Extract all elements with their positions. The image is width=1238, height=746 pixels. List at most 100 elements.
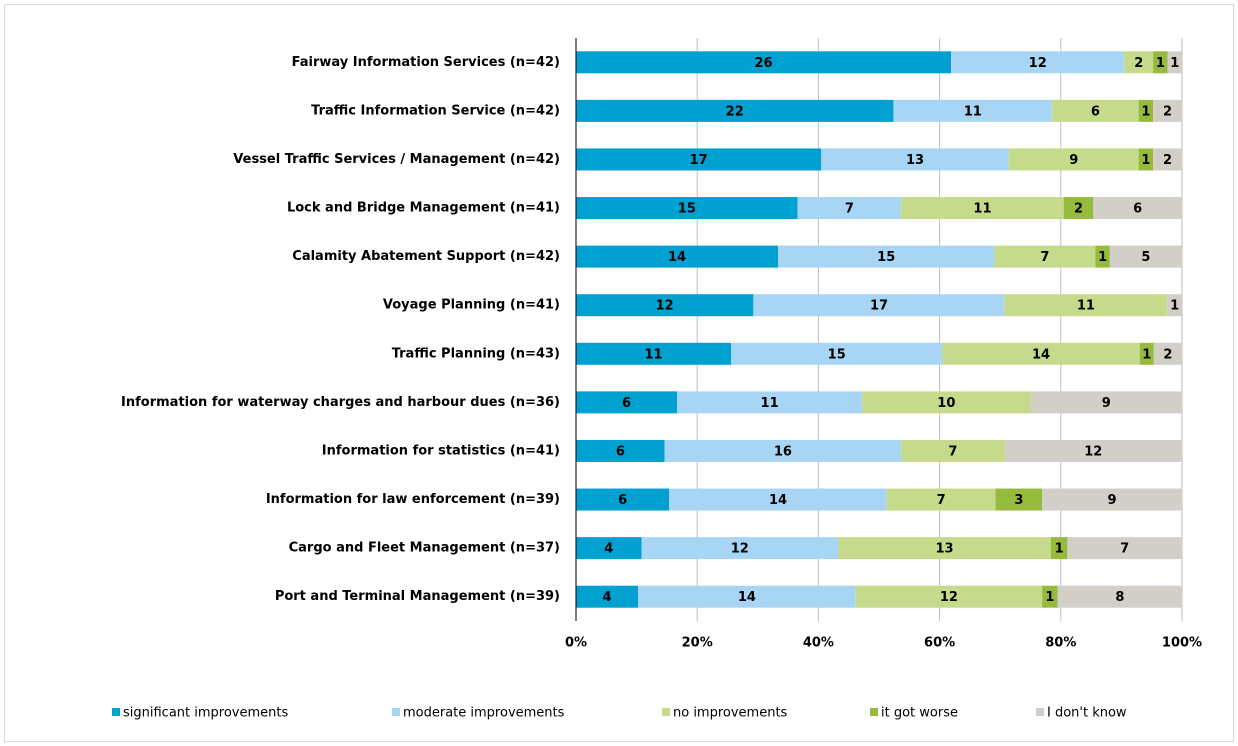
bar-segment	[1008, 148, 1139, 171]
data-label: 11	[973, 202, 991, 217]
y-tick-label: Calamity Abatement Support (n=42)	[292, 249, 560, 264]
data-label: 8	[1115, 590, 1124, 605]
bar-segment	[1153, 342, 1182, 365]
y-tick-label: Information for statistics (n=41)	[322, 443, 560, 458]
data-label: 17	[690, 153, 708, 168]
bar-segment	[576, 99, 894, 122]
data-label: 1	[1045, 590, 1054, 605]
y-tick-label: Lock and Bridge Management (n=41)	[287, 201, 560, 216]
bar-segment	[778, 245, 995, 268]
data-label: 11	[761, 396, 779, 411]
y-tick-label: Information for law enforcement (n=39)	[266, 492, 560, 507]
data-label: 1	[1156, 56, 1165, 71]
data-label: 12	[656, 299, 674, 314]
bar-segment	[1030, 391, 1182, 414]
data-label: 11	[964, 104, 982, 119]
data-label: 11	[1077, 299, 1095, 314]
y-tick-label: Port and Terminal Management (n=39)	[275, 589, 560, 604]
bar-segment	[664, 439, 902, 462]
legend-swatch	[870, 708, 878, 716]
bar-segment	[1138, 148, 1154, 171]
data-label: 15	[877, 250, 895, 265]
data-label: 13	[906, 153, 924, 168]
bar-segment	[669, 488, 887, 511]
data-label: 1	[1142, 347, 1151, 362]
bar-segment	[576, 391, 677, 414]
bar-segment	[576, 245, 778, 268]
data-label: 15	[678, 202, 696, 217]
data-label: 6	[622, 396, 631, 411]
data-label: 3	[1014, 493, 1023, 508]
data-label: 2	[1163, 104, 1172, 119]
data-label: 1	[1170, 299, 1179, 314]
legend-swatch	[112, 708, 120, 716]
bar-segment	[1057, 585, 1182, 608]
bar-segment	[1050, 537, 1068, 560]
bar-segment	[1109, 245, 1182, 268]
bar-segment	[1167, 294, 1182, 317]
y-tick-label: Voyage Planning (n=41)	[383, 298, 560, 313]
bar-segment	[951, 51, 1125, 74]
data-label: 10	[937, 396, 955, 411]
bar-segment	[1153, 148, 1182, 171]
bar-segment	[1153, 51, 1168, 74]
legend-label: significant improvements	[123, 706, 288, 721]
bar-segment	[901, 439, 1005, 462]
bar-segment	[576, 294, 754, 317]
bar-segment	[886, 488, 996, 511]
data-label: 12	[940, 590, 958, 605]
y-tick-label: Traffic Planning (n=43)	[392, 346, 560, 361]
data-label: 6	[1133, 202, 1142, 217]
bar-segment	[641, 537, 839, 560]
bar-segment	[1063, 197, 1094, 220]
bar-segment	[677, 391, 863, 414]
x-tick-label: 80%	[1045, 636, 1076, 651]
bar-segment	[576, 537, 642, 560]
data-label: 16	[774, 444, 792, 459]
bar-segment	[1004, 294, 1168, 317]
legend-swatch	[1036, 708, 1044, 716]
legend-swatch	[392, 708, 400, 716]
data-label: 6	[1091, 104, 1100, 119]
data-label: 7	[1120, 542, 1129, 557]
legend-swatch	[662, 708, 670, 716]
bar-segment	[994, 245, 1096, 268]
bar-segment	[838, 537, 1051, 560]
data-label: 2	[1074, 202, 1083, 217]
bar-segment	[1138, 99, 1154, 122]
data-label: 4	[604, 542, 613, 557]
bar-segment	[576, 342, 732, 365]
data-label: 14	[668, 250, 686, 265]
bar-segment	[1042, 488, 1182, 511]
data-label: 7	[1040, 250, 1049, 265]
data-label: 6	[616, 444, 625, 459]
bar-segment	[1052, 99, 1139, 122]
data-label: 7	[948, 444, 957, 459]
legend-label: it got worse	[881, 706, 958, 721]
legend-label: moderate improvements	[403, 706, 565, 721]
legend-label: no improvements	[673, 706, 788, 721]
data-label: 9	[1108, 493, 1117, 508]
data-label: 17	[870, 299, 888, 314]
bar-segment	[862, 391, 1031, 414]
data-label: 7	[845, 202, 854, 217]
bar-segment	[893, 99, 1053, 122]
bar-segment	[821, 148, 1009, 171]
data-label: 9	[1102, 396, 1111, 411]
data-label: 14	[1032, 347, 1050, 362]
data-label: 1	[1141, 104, 1150, 119]
bar-segment	[1124, 51, 1154, 74]
bar-segment	[753, 294, 1005, 317]
bar-segment	[995, 488, 1043, 511]
data-label: 12	[1029, 56, 1047, 71]
bar-segment	[1167, 51, 1182, 74]
y-tick-label: Traffic Information Service (n=42)	[311, 103, 560, 118]
chart-frame	[4, 4, 1234, 742]
x-tick-label: 100%	[1162, 636, 1202, 651]
bar-segment	[576, 488, 670, 511]
bar-segment	[1095, 245, 1110, 268]
bar-segment	[576, 585, 639, 608]
y-tick-label: Fairway Information Services (n=42)	[292, 55, 560, 70]
x-tick-label: 0%	[565, 636, 587, 651]
